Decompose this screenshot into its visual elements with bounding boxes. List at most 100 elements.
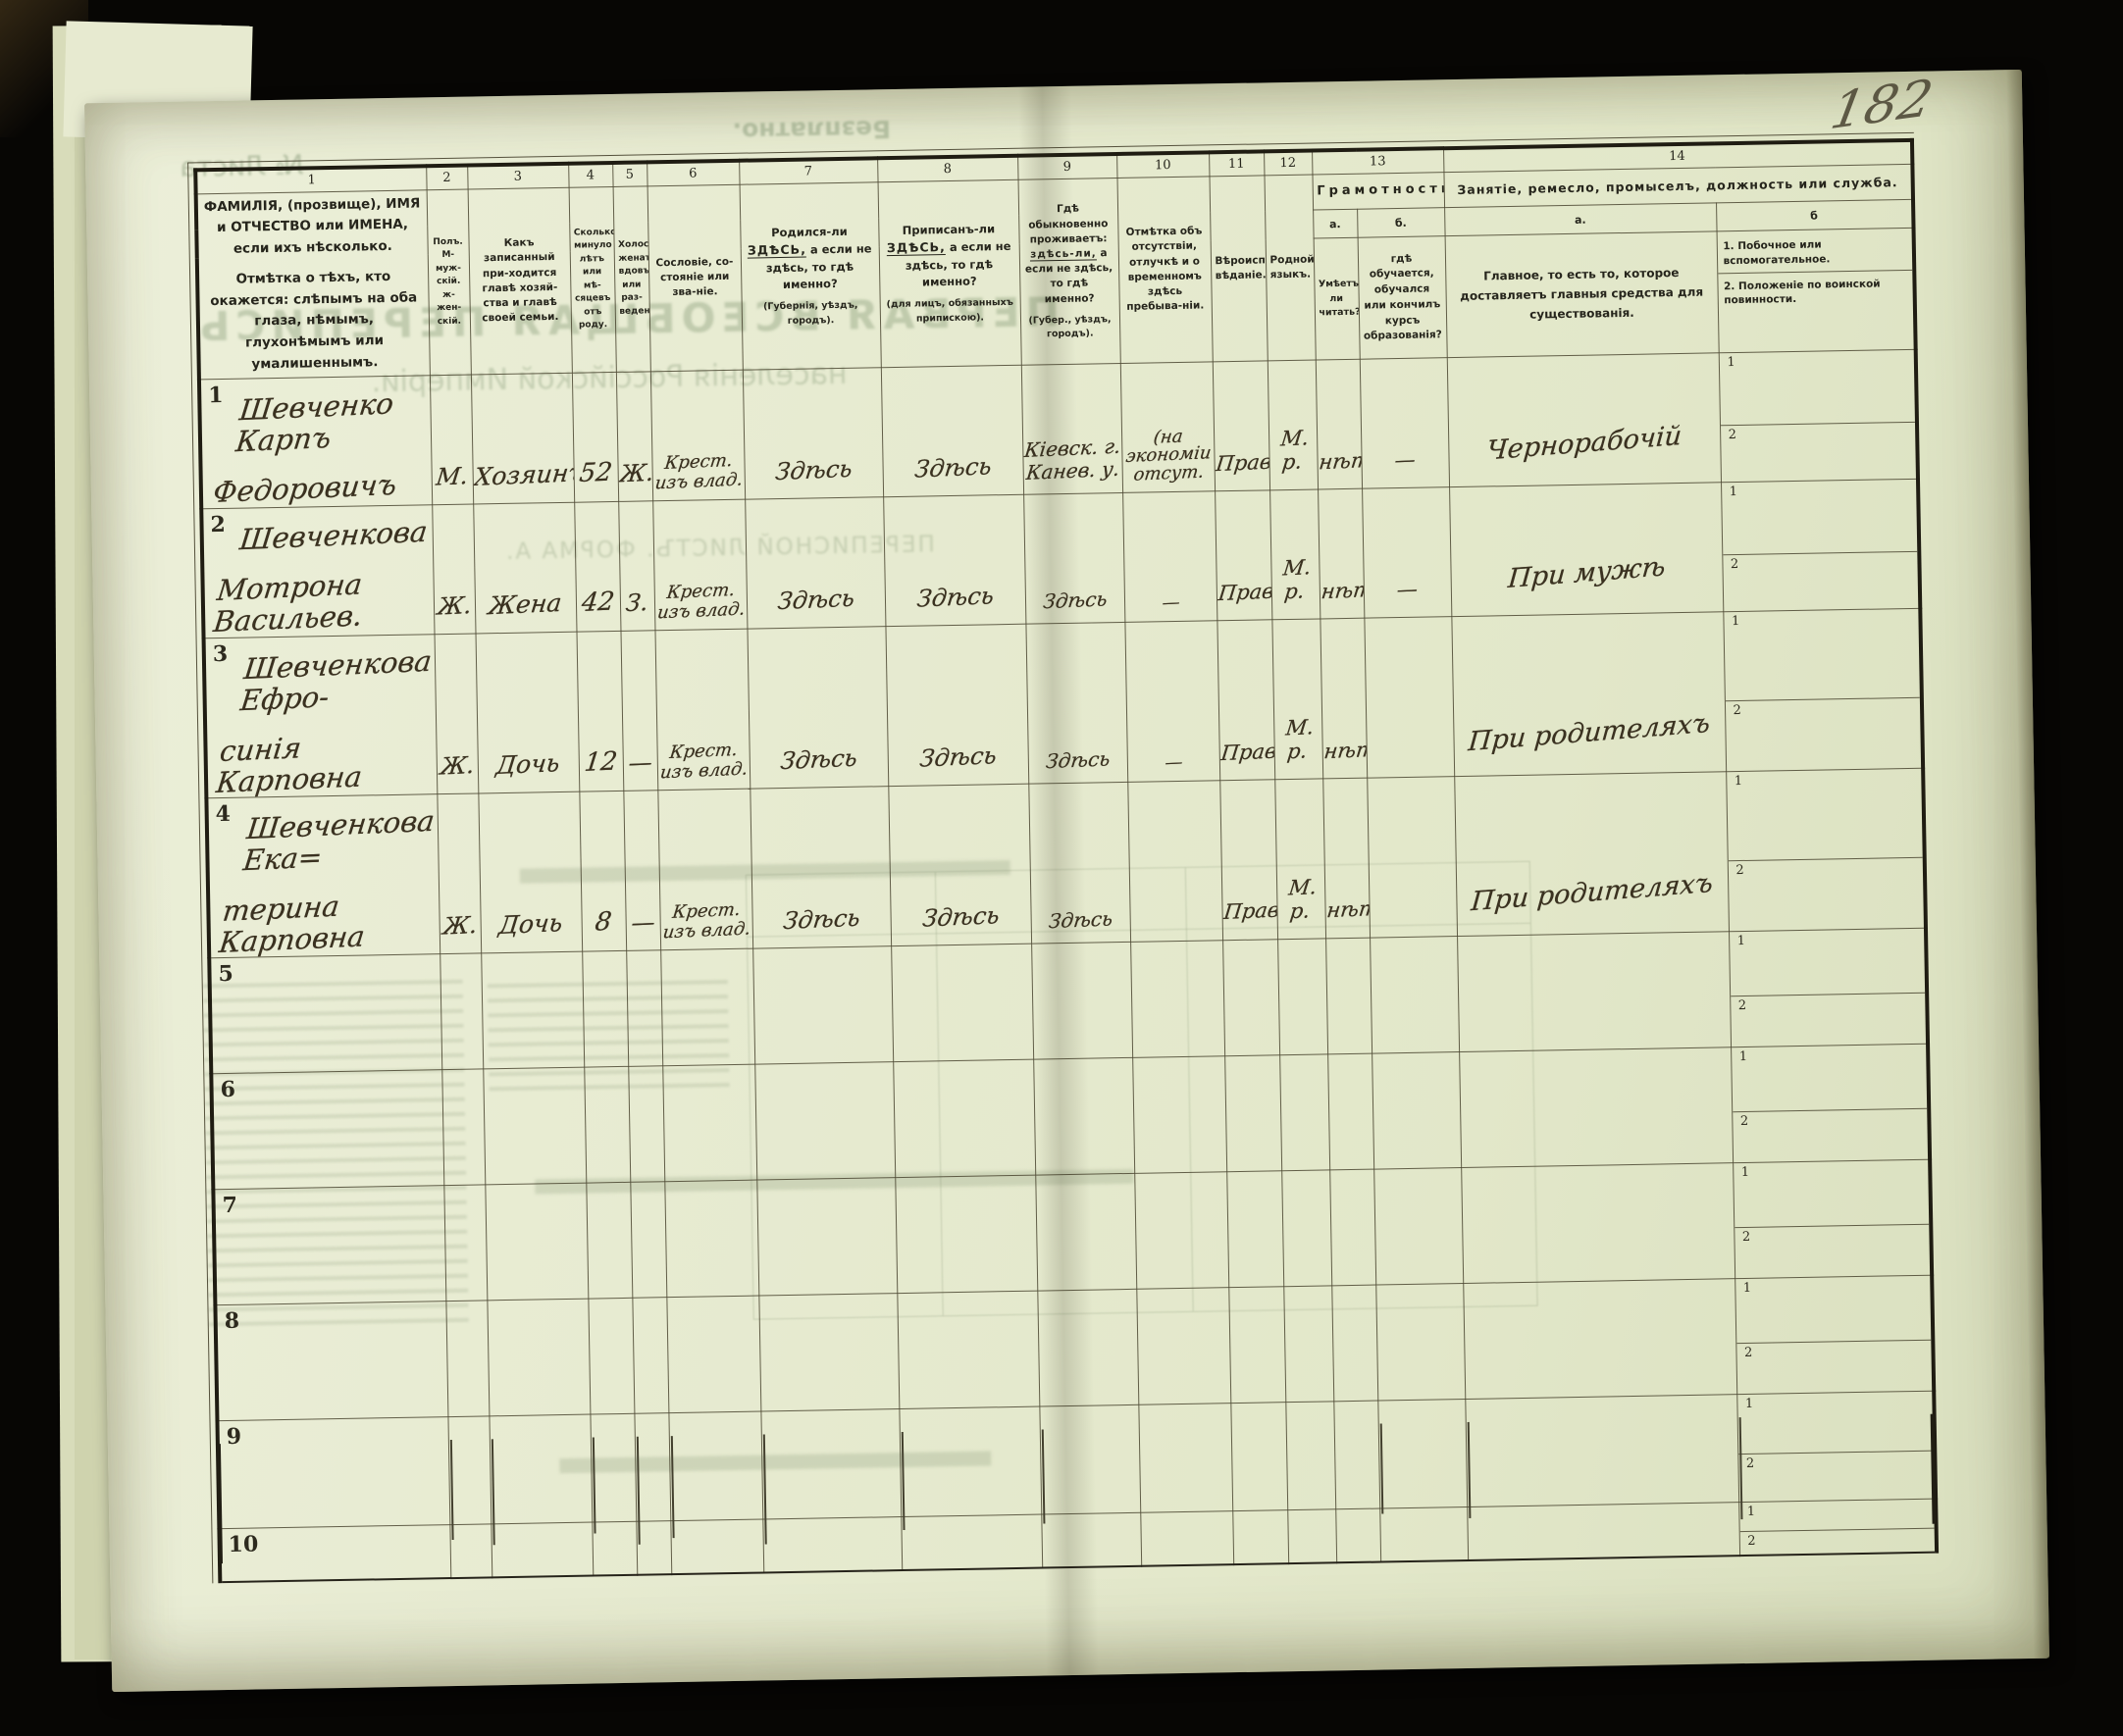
row-number: 2 [210,512,227,538]
census-table: 1 2 3 4 5 6 7 8 9 10 11 12 13 14 [193,137,1940,1583]
religion-cell [1228,1286,1286,1404]
registered-cell: Здѣсь [885,624,1029,787]
born-here-cell [754,1061,896,1181]
registered-cell: Здѣсь [888,784,1032,946]
religion-cell: Прав. [1212,361,1270,492]
side-sub-cell-2: 2 [1737,1451,1935,1503]
handwritten-name-line2 [230,1433,446,1443]
side-sub-cell-2: 2 [1720,421,1917,483]
born-here-cell [762,1516,903,1573]
religion-cell [1230,1402,1288,1511]
side-sub-cell-1: 1 [1727,355,1735,371]
registered-cell [901,1514,1043,1570]
shadow-smudge [0,0,88,137]
absence-cell [1132,1055,1227,1174]
occupation-cell [1467,1502,1740,1560]
age-cell [586,1182,633,1300]
side-sub-cell-1: 1 [1738,1048,1748,1065]
literacy-edu-cell [1373,1167,1464,1286]
occupation-cell [1461,1162,1735,1284]
row-number: 4 [215,800,232,828]
handwritten-name-line1 [249,1081,440,1089]
handwritten-name-line2: Мотрона Васильев. [211,567,365,639]
side-sub-cell-1: 1 [1746,1504,1756,1519]
absence-cell [1127,780,1223,943]
estate-cell: Крест. изъ влад. [652,499,748,632]
header-occupation-side-2: 2. Положеніе по воинской повинности. [1717,269,1913,313]
header-age: Сколько минуло лѣтъ или мѣ-сяцевъ отъ ро… [568,185,616,374]
registered-cell [899,1406,1042,1517]
estate-cell [664,1180,759,1298]
occupation-cell: При родителяхъ [1454,771,1730,937]
table-body: 1 Шевченко Карпъ Федоровичъ М. Хозяинъ 5… [198,349,1938,1582]
literacy-cell: нѣтъ [1320,618,1368,780]
religion-cell [1232,1509,1289,1564]
relation-cell [487,1299,591,1416]
religion-cell [1226,1170,1284,1288]
table-row: 3 Шевченкова Ефро- синія Карповна Ж. Доч… [203,608,1924,798]
relation-cell: Жена [473,502,577,635]
absence-cell [1134,1171,1229,1290]
born-here-cell: Здѣсь [745,496,886,630]
sex-cell: Ж. [432,504,476,635]
resides-cell [1041,1512,1142,1568]
literacy-edu-cell: — [1362,486,1452,619]
occupation-side-cell: 1 2 [1729,928,1929,1047]
name-cell: 8 [215,1301,448,1421]
age-cell [590,1413,637,1523]
registered-cell [897,1291,1040,1409]
estate-cell [660,948,755,1066]
estate-cell [668,1411,763,1521]
col-number: 5 [612,162,647,186]
relation-cell [485,1183,589,1301]
row-number: 10 [228,1531,259,1558]
marital-cell: Ж. [615,372,653,502]
name-cell: 6 [211,1069,444,1190]
occupation-cell [1463,1278,1737,1400]
resides-cell [1037,1289,1139,1407]
header-occupation-side: 1. Побочное или вспомогательное. 2. Поло… [1716,228,1916,354]
age-cell [588,1298,635,1415]
row-number: 1 [208,383,224,409]
side-sub-cell-1: 1 [1744,1396,1754,1412]
header-name: ФАМИЛІЯ, (прозвище), ИМЯ и ОТЧЕСТВО или … [195,189,430,381]
literacy-edu-cell [1364,616,1455,779]
literacy-cell [1327,1053,1374,1170]
occupation-cell [1459,1047,1734,1168]
born-here-cell [752,945,894,1065]
language-cell [1281,1169,1332,1287]
side-sub-cell-1: 1 [1731,614,1740,630]
handwritten-name-line2 [226,1201,442,1211]
header-estate: Сословіе, со-стояніе или зва-ніе. [647,183,743,373]
name-cell: 2 Шевченкова Мотрона Васильев. [201,504,435,639]
occupation-cell: При мужѣ [1449,483,1724,617]
header-sex: Полъ. М-муж-скій. ж-жен-скій. [426,188,471,377]
occupation-side-cell: 1 2 [1723,608,1924,772]
side-sub-cell-2: 2 [1732,1107,1929,1163]
marital-cell [634,1412,671,1522]
handwritten-name-line2 [232,1541,448,1551]
sex-cell: Ж. [434,634,479,794]
header-literacy-a: Умѣетъ-ли читать? [1313,237,1360,361]
name-cell: 7 [213,1185,446,1305]
occupation-cell: При родителяхъ [1451,612,1727,777]
header-literacy-a-label: а. [1313,209,1358,239]
literacy-edu-cell [1370,936,1460,1054]
language-cell: М. р. [1267,360,1319,491]
handwritten-name-line2 [228,1317,444,1327]
sex-cell [440,952,484,1070]
marital-cell [626,949,663,1067]
occupation-cell [1465,1394,1739,1507]
born-here-cell: Здѣсь [742,367,884,500]
born-here-cell: Здѣсь [747,626,889,790]
occupation-side-cell: 1 2 [1738,1499,1938,1556]
row-number: 6 [220,1076,236,1103]
table-row: 4 Шевченкова Ека= терина Карповна Ж. Доч… [206,768,1927,958]
header-born: Родился-ли ЗДѢСЬ, а если не здѣсь, то гд… [739,181,881,371]
registered-cell [893,1059,1036,1178]
col-number: 6 [647,160,740,186]
handwritten-page-number: 182 [1826,69,1938,142]
col-number: 13 [1312,148,1444,175]
col-number: 8 [877,155,1018,182]
literacy-cell: нѣтъ [1315,359,1363,490]
